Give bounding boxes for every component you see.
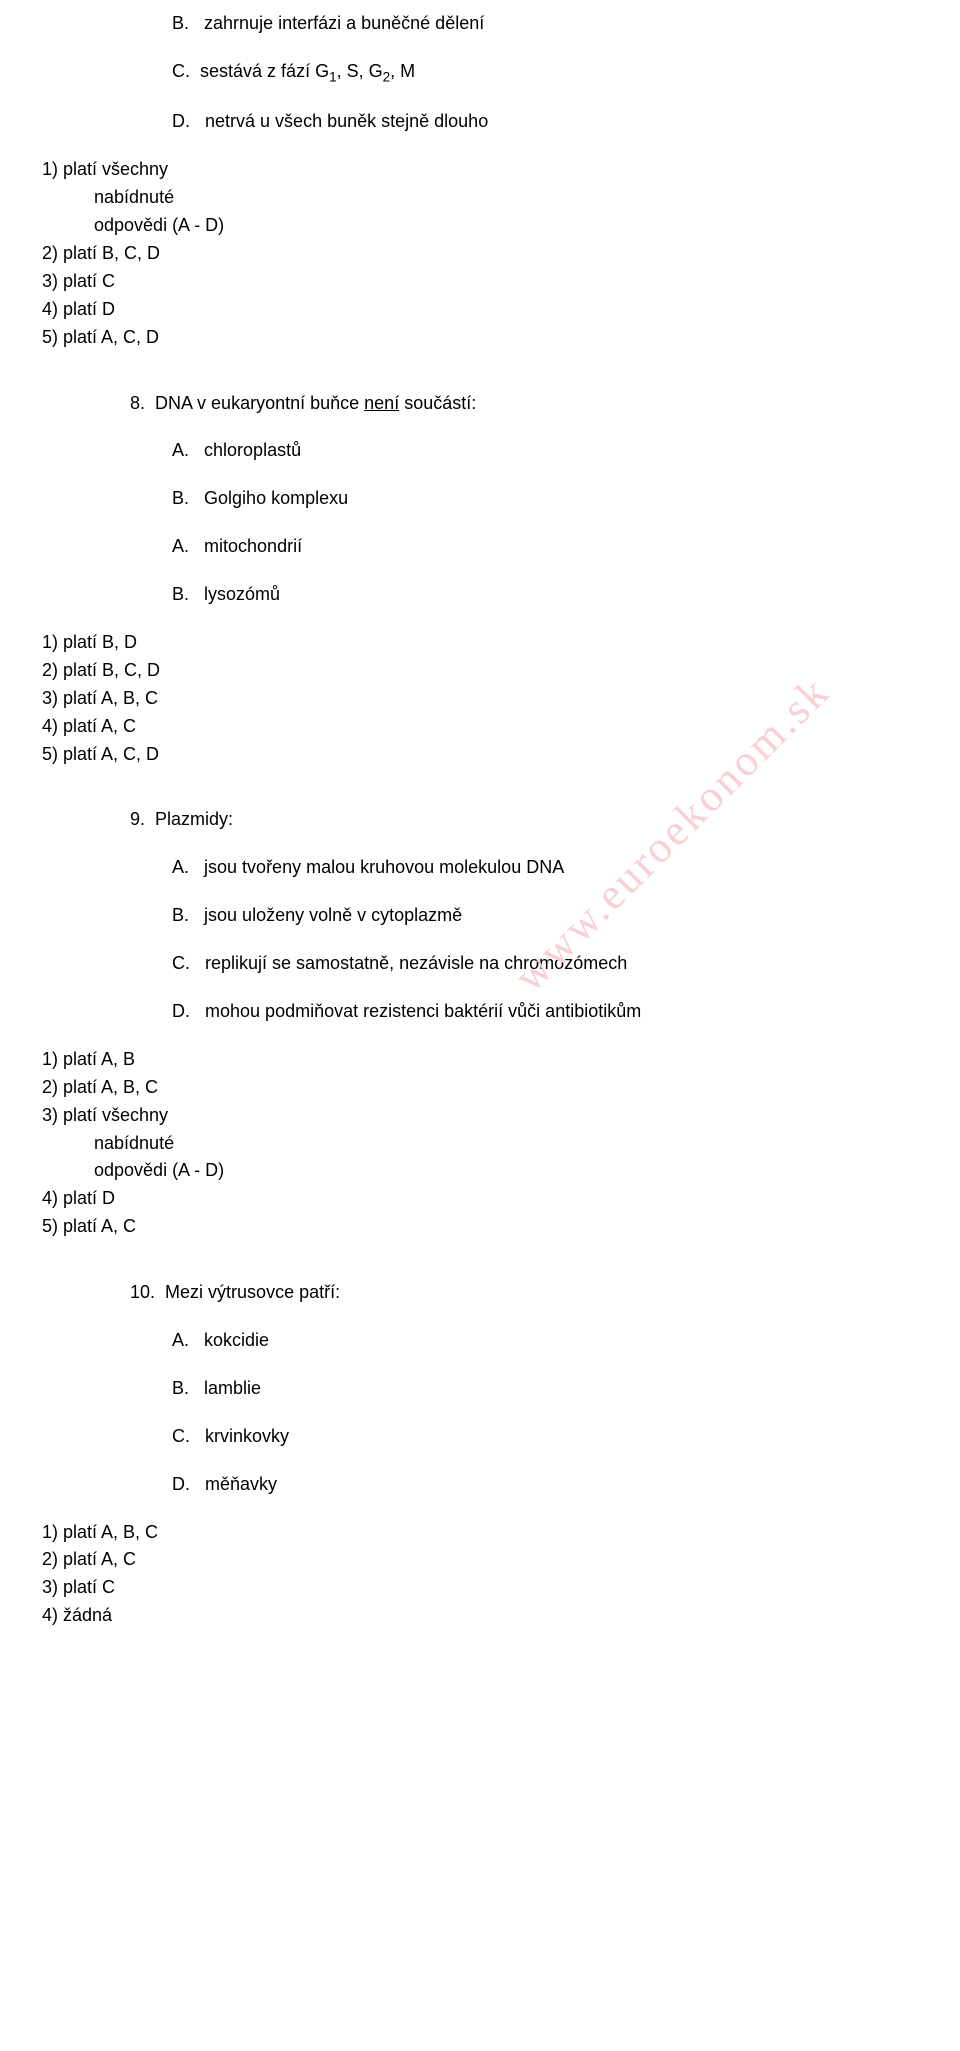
answer-line: 1) platí A, B, C: [42, 1519, 960, 1547]
q10-text: Mezi výtrusovce patří:: [165, 1282, 340, 1302]
q8-opt-b: B. Golgiho komplexu: [0, 485, 960, 513]
q9-text: Plazmidy:: [155, 809, 233, 829]
opt-label-d: D.: [172, 1001, 190, 1021]
q9-opt-c: C. replikují se samostatně, nezávisle na…: [0, 950, 960, 978]
opt-text: lamblie: [204, 1378, 261, 1398]
answers-block-top: 1) platí všechny nabídnuté odpovědi (A -…: [0, 156, 960, 351]
q8-num: 8.: [130, 393, 145, 413]
answer-line: 3) platí všechny: [42, 1102, 960, 1130]
opt-text-d: netrvá u všech buněk stejně dlouho: [205, 111, 488, 131]
answer-line: nabídnuté: [42, 1130, 960, 1158]
q10-opt-c: C. krvinkovky: [0, 1423, 960, 1451]
q8-text-before: DNA v eukaryontní buňce: [155, 393, 364, 413]
opt-text: kokcidie: [204, 1330, 269, 1350]
q9-opt-a: A. jsou tvořeny malou kruhovou molekulou…: [0, 854, 960, 882]
answers-block-q9: 1) platí A, B 2) platí A, B, C 3) platí …: [0, 1046, 960, 1241]
q10-opt-b: B. lamblie: [0, 1375, 960, 1403]
answer-line: 3) platí C: [42, 1574, 960, 1602]
opt-text-c-mid: , S, G: [337, 61, 383, 81]
opt-d-line: D. netrvá u všech buněk stejně dlouho: [0, 108, 960, 136]
opt-text: replikují se samostatně, nezávisle na ch…: [205, 953, 627, 973]
opt-b-line: B. zahrnuje interfázi a buněčné dělení: [0, 10, 960, 38]
answers-block-q8: 1) platí B, D 2) platí B, C, D 3) platí …: [0, 629, 960, 768]
opt-label-b: B.: [172, 1378, 189, 1398]
opt-text: měňavky: [205, 1474, 277, 1494]
opt-label-b: B.: [172, 13, 189, 33]
answer-line: 3) platí A, B, C: [42, 685, 960, 713]
opt-text: lysozómů: [204, 584, 280, 604]
opt-text: mitochondrií: [204, 536, 302, 556]
answer-line: 2) platí B, C, D: [42, 657, 960, 685]
q10-opt-d: D. měňavky: [0, 1471, 960, 1499]
q10-header: 10. Mezi výtrusovce patří:: [0, 1279, 960, 1307]
opt-text: jsou tvořeny malou kruhovou molekulou DN…: [204, 857, 564, 877]
answer-line: 5) platí A, C: [42, 1213, 960, 1241]
q8-text-underline: není: [364, 393, 399, 413]
answer-line: 2) platí A, B, C: [42, 1074, 960, 1102]
q9-num: 9.: [130, 809, 145, 829]
opt-label-a: A.: [172, 440, 189, 460]
opt-label-b: B.: [172, 488, 189, 508]
opt-label-b: B.: [172, 905, 189, 925]
q9-opt-b: B. jsou uloženy volně v cytoplazmě: [0, 902, 960, 930]
q10-num: 10.: [130, 1282, 155, 1302]
answer-line: 3) platí C: [42, 268, 960, 296]
q9-opt-d: D. mohou podmiňovat rezistenci baktérií …: [0, 998, 960, 1026]
answer-line: 1) platí všechny: [42, 156, 960, 184]
q9-header: 9. Plazmidy:: [0, 806, 960, 834]
q8-text-after: součástí:: [399, 393, 476, 413]
q8-opt-a2: A. mitochondrií: [0, 533, 960, 561]
opt-label-a: A.: [172, 536, 189, 556]
answer-line: 4) platí D: [42, 296, 960, 324]
opt-text: chloroplastů: [204, 440, 301, 460]
answer-line: 2) platí A, C: [42, 1546, 960, 1574]
opt-label-d: D.: [172, 111, 190, 131]
opt-label-c: C.: [172, 953, 190, 973]
answer-line: 5) platí A, C, D: [42, 741, 960, 769]
answer-line: 1) platí B, D: [42, 629, 960, 657]
answers-block-q10: 1) platí A, B, C 2) platí A, C 3) platí …: [0, 1519, 960, 1631]
answer-line: 5) platí A, C, D: [42, 324, 960, 352]
answer-line: odpovědi (A - D): [42, 212, 960, 240]
opt-text: jsou uloženy volně v cytoplazmě: [204, 905, 462, 925]
answer-line: 1) platí A, B: [42, 1046, 960, 1074]
answer-line: 4) platí A, C: [42, 713, 960, 741]
answer-line: nabídnuté: [42, 184, 960, 212]
opt-label-b: B.: [172, 584, 189, 604]
answer-line: odpovědi (A - D): [42, 1157, 960, 1185]
q8-opt-b2: B. lysozómů: [0, 581, 960, 609]
opt-text: mohou podmiňovat rezistenci baktérií vůč…: [205, 1001, 641, 1021]
q10-opt-a: A. kokcidie: [0, 1327, 960, 1355]
opt-label-a: A.: [172, 857, 189, 877]
answer-line: 4) žádná: [42, 1602, 960, 1630]
opt-label-a: A.: [172, 1330, 189, 1350]
opt-text-c-suffix: , M: [390, 61, 415, 81]
opt-label-d: D.: [172, 1474, 190, 1494]
opt-label-c: C.: [172, 61, 190, 81]
opt-c-line: C. sestává z fází G1, S, G2, M: [0, 58, 960, 89]
opt-text: Golgiho komplexu: [204, 488, 348, 508]
opt-text-b: zahrnuje interfázi a buněčné dělení: [204, 13, 484, 33]
opt-text-c-prefix: sestává z fází G: [200, 61, 329, 81]
answer-line: 2) platí B, C, D: [42, 240, 960, 268]
q8-header: 8. DNA v eukaryontní buňce není součástí…: [0, 390, 960, 418]
opt-text-c-sub1: 1: [329, 69, 337, 84]
opt-text: krvinkovky: [205, 1426, 289, 1446]
q8-opt-a: A. chloroplastů: [0, 437, 960, 465]
opt-text-c-sub2: 2: [383, 69, 391, 84]
answer-line: 4) platí D: [42, 1185, 960, 1213]
opt-label-c: C.: [172, 1426, 190, 1446]
